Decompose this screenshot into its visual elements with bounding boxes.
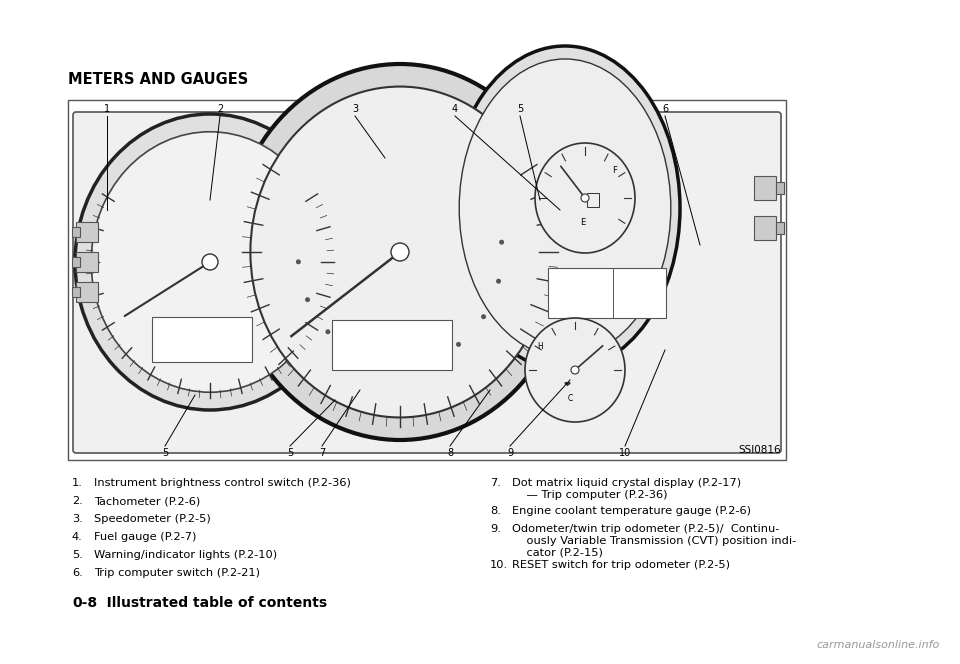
Circle shape xyxy=(391,243,409,261)
Text: Warning/indicator lights (P.2-10): Warning/indicator lights (P.2-10) xyxy=(94,550,277,560)
Text: Fuel gauge (P.2-7): Fuel gauge (P.2-7) xyxy=(94,532,197,542)
Bar xyxy=(776,222,784,234)
Text: H: H xyxy=(538,342,542,351)
Circle shape xyxy=(305,297,310,302)
Ellipse shape xyxy=(230,64,570,440)
Text: ❤: ❤ xyxy=(564,380,570,388)
Text: 0-8: 0-8 xyxy=(72,596,97,610)
Bar xyxy=(548,268,666,318)
Bar xyxy=(754,216,776,240)
Text: 1: 1 xyxy=(104,104,110,114)
Text: 2: 2 xyxy=(217,104,223,114)
Text: 8.: 8. xyxy=(490,506,501,516)
Text: 9.: 9. xyxy=(490,524,501,534)
Ellipse shape xyxy=(525,318,625,422)
Bar xyxy=(72,227,80,237)
Text: 4.: 4. xyxy=(72,532,83,542)
Text: 5: 5 xyxy=(516,104,523,114)
Text: 7.: 7. xyxy=(490,478,501,488)
Circle shape xyxy=(496,279,501,284)
Bar xyxy=(152,317,252,362)
Text: 6: 6 xyxy=(662,104,668,114)
Text: 7: 7 xyxy=(319,448,325,458)
Text: 10: 10 xyxy=(619,448,631,458)
Circle shape xyxy=(325,329,330,334)
Text: Illustrated table of contents: Illustrated table of contents xyxy=(92,596,327,610)
Text: Odometer/twin trip odometer (P.2-5)/  Continu-
    ously Variable Transmission (: Odometer/twin trip odometer (P.2-5)/ Con… xyxy=(512,524,796,557)
Bar xyxy=(76,252,98,272)
Circle shape xyxy=(354,352,359,357)
Text: Engine coolant temperature gauge (P.2-6): Engine coolant temperature gauge (P.2-6) xyxy=(512,506,751,516)
Text: SSI0816: SSI0816 xyxy=(738,445,781,455)
Ellipse shape xyxy=(535,143,635,253)
Ellipse shape xyxy=(450,46,680,370)
Circle shape xyxy=(581,194,589,202)
Circle shape xyxy=(571,366,579,374)
Circle shape xyxy=(424,359,429,363)
Bar xyxy=(72,257,80,267)
Text: METERS AND GAUGES: METERS AND GAUGES xyxy=(68,72,249,87)
Ellipse shape xyxy=(91,131,328,392)
Circle shape xyxy=(296,260,300,264)
Circle shape xyxy=(202,254,218,270)
Text: 9: 9 xyxy=(507,448,513,458)
Ellipse shape xyxy=(459,59,671,357)
Text: Tachometer (P.2-6): Tachometer (P.2-6) xyxy=(94,496,201,506)
Ellipse shape xyxy=(75,114,345,410)
Ellipse shape xyxy=(251,86,549,418)
Circle shape xyxy=(499,240,504,244)
Text: 3.: 3. xyxy=(72,514,83,524)
Text: 5: 5 xyxy=(162,448,168,458)
FancyBboxPatch shape xyxy=(73,112,781,453)
Bar xyxy=(587,193,599,207)
Text: 4: 4 xyxy=(452,104,458,114)
Text: Trip computer switch (P.2-21): Trip computer switch (P.2-21) xyxy=(94,568,260,578)
Text: RESET switch for trip odometer (P.2-5): RESET switch for trip odometer (P.2-5) xyxy=(512,560,730,570)
Text: 5.: 5. xyxy=(72,550,83,560)
Text: 5: 5 xyxy=(287,448,293,458)
Bar xyxy=(72,287,80,297)
Text: 3: 3 xyxy=(352,104,358,114)
Circle shape xyxy=(456,342,461,347)
Text: 6.: 6. xyxy=(72,568,83,578)
Text: carmanualsonline.info: carmanualsonline.info xyxy=(817,640,940,650)
Text: 2.: 2. xyxy=(72,496,83,506)
Bar xyxy=(68,100,786,460)
Text: Instrument brightness control switch (P.2-36): Instrument brightness control switch (P.… xyxy=(94,478,350,488)
Text: C: C xyxy=(567,394,572,403)
Bar xyxy=(332,320,452,370)
Text: Dot matrix liquid crystal display (P.2-17)
    — Trip computer (P.2-36): Dot matrix liquid crystal display (P.2-1… xyxy=(512,478,741,499)
Text: 8: 8 xyxy=(447,448,453,458)
Text: 10.: 10. xyxy=(490,560,508,570)
Text: Speedometer (P.2-5): Speedometer (P.2-5) xyxy=(94,514,211,524)
Text: E: E xyxy=(580,218,586,227)
Text: 1.: 1. xyxy=(72,478,83,488)
Circle shape xyxy=(389,362,394,367)
Bar xyxy=(776,182,784,194)
Bar xyxy=(754,176,776,200)
Text: F: F xyxy=(612,166,617,175)
Circle shape xyxy=(481,314,486,319)
Bar xyxy=(76,222,98,242)
Bar xyxy=(76,282,98,302)
